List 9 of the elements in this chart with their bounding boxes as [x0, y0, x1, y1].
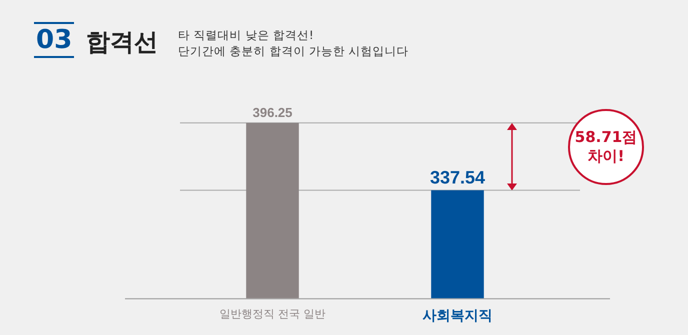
annotation: 58.71점 차이! [574, 128, 638, 166]
chart-title: 합격선 [86, 27, 158, 58]
x-tick-label: 사회복지직 [422, 308, 492, 324]
circle-badge: 58.71점 차이! [568, 109, 644, 185]
text: 03 [34, 22, 74, 58]
chart-subtitle: 타 직렬대비 낮은 합격선! 단기간에 충분히 합격이 가능한 시험입니다 [178, 27, 409, 59]
x-tick-label: 일반행정직 전국 일반 [220, 308, 326, 321]
data-label: 337.54 [430, 167, 486, 188]
data-label: 396.25 [252, 104, 292, 120]
